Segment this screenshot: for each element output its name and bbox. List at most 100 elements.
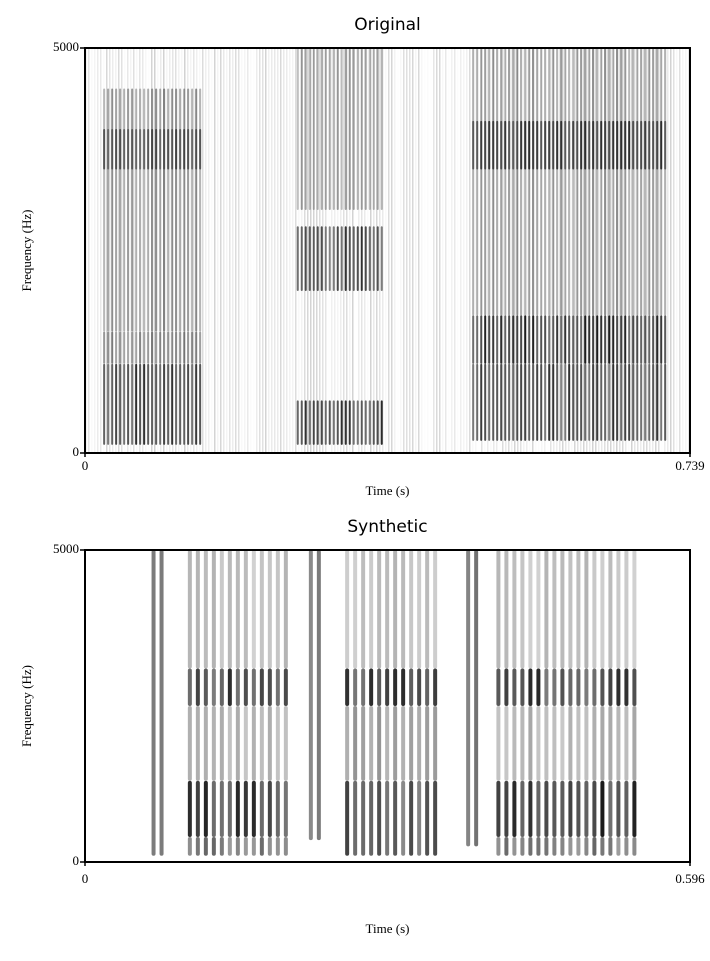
spectrogram-stripe	[235, 668, 240, 706]
spectrogram-stripe	[368, 48, 371, 210]
spectrogram-stripe	[568, 315, 571, 364]
spectrogram-stripe	[163, 129, 166, 170]
spectrogram-stripe	[251, 780, 256, 838]
spectrogram-stripe	[500, 120, 503, 170]
spectrogram-stripe	[568, 363, 571, 441]
spectrogram-stripe	[259, 837, 264, 856]
spectrogram-stripe	[300, 226, 303, 291]
spectrogram-stripe	[227, 550, 232, 669]
spectrogram-stripe	[624, 48, 627, 316]
spectrogram-stripe	[552, 120, 555, 170]
spectrogram-stripe	[377, 706, 382, 781]
noise-stripe	[400, 48, 402, 453]
spectrogram-stripe	[616, 706, 621, 781]
spectrogram-stripe	[139, 129, 142, 170]
spectrogram-stripe	[368, 400, 371, 445]
spectrogram-stripe	[360, 400, 363, 445]
spectrogram-stripe	[267, 837, 272, 856]
spectrogram-stripe	[568, 837, 573, 856]
spectrogram-stripe	[544, 780, 549, 838]
noise-stripe	[658, 48, 660, 453]
spectrogram-stripe	[520, 706, 525, 781]
noise-stripe	[295, 48, 297, 453]
spectrogram-stripe	[227, 668, 232, 706]
spectrogram-stripe	[596, 363, 599, 441]
noise-stripe	[208, 48, 210, 453]
noise-stripe	[244, 48, 246, 453]
spectrogram-stripe	[592, 668, 597, 706]
spectrogram-stripe	[385, 706, 390, 781]
spectrogram-stripe	[640, 48, 643, 316]
spectrogram-stripe	[492, 120, 495, 170]
spectrogram-stripe	[356, 400, 359, 445]
spectrogram-stripe	[648, 48, 651, 316]
spectrogram-stripe	[385, 668, 390, 706]
spectrogram-stripe	[243, 837, 248, 856]
spectrogram-stripe	[385, 550, 390, 669]
spectrogram-stripe	[596, 48, 599, 316]
spectrogram-stripe	[143, 88, 146, 332]
spectrogram-stripe	[508, 48, 511, 316]
spectrogram-stripe	[572, 315, 575, 364]
spectrogram-stripe	[171, 88, 174, 332]
spectrogram-stripe	[425, 550, 430, 669]
spectrogram-stripe	[476, 120, 479, 170]
noise-stripe	[133, 48, 135, 453]
spectrogram-stripe	[203, 550, 208, 669]
spectrogram-stripe	[504, 706, 509, 781]
spectrogram-stripe	[131, 363, 134, 445]
spectrogram-stripe	[393, 550, 398, 669]
noise-stripe	[415, 48, 417, 453]
spectrogram-stripe	[183, 88, 186, 332]
spectrogram-stripe	[640, 315, 643, 364]
spectrogram-stripe	[283, 837, 288, 856]
spectrogram-stripe	[592, 315, 595, 364]
spectrogram-stripe	[243, 668, 248, 706]
spectrogram-stripe	[348, 226, 351, 291]
spectrogram-stripe	[584, 668, 589, 706]
noise-stripe	[229, 48, 231, 453]
noise-stripe	[223, 48, 225, 453]
spectrogram-stripe	[608, 120, 611, 170]
spectrogram-stripe	[628, 120, 631, 170]
spectrogram-stripe	[608, 315, 611, 364]
spectrogram-stripe	[267, 668, 272, 706]
spectrogram-stripe	[480, 363, 483, 441]
spectrogram-stripe	[512, 48, 515, 316]
spectrogram-stripe	[283, 668, 288, 706]
spectrogram-stripe	[251, 837, 256, 856]
spectrogram-stripe	[544, 315, 547, 364]
spectrogram-stripe	[628, 315, 631, 364]
spectrogram-stripe	[376, 48, 379, 210]
spectrogram-stripe	[139, 363, 142, 445]
spectrogram	[151, 550, 637, 856]
spectrogram-stripe	[660, 48, 663, 316]
spectrogram-stripe	[648, 315, 651, 364]
spectrogram-stripe	[111, 88, 114, 332]
spectrogram-stripe	[564, 120, 567, 170]
spectrogram-stripe	[324, 48, 327, 210]
noise-stripe	[436, 48, 438, 453]
noise-stripe	[490, 48, 492, 453]
noise-stripe	[247, 48, 249, 453]
noise-stripe	[253, 48, 255, 453]
spectrogram-stripe	[544, 363, 547, 441]
spectrogram-stripe	[195, 780, 200, 838]
spectrogram-stripe	[496, 706, 501, 781]
spectrogram-stripe	[203, 837, 208, 856]
noise-stripe	[463, 48, 465, 453]
spectrogram-stripe	[433, 706, 438, 781]
spectrogram-stripe	[107, 331, 110, 364]
spectrogram-stripe	[548, 363, 551, 441]
spectrogram-stripe	[600, 363, 603, 441]
spectrogram-stripe	[199, 88, 202, 332]
spectrogram-stripe	[179, 363, 182, 445]
spectrogram-stripe	[520, 48, 523, 316]
spectrogram-stripe	[640, 363, 643, 441]
spectrogram-stripe	[600, 668, 605, 706]
spectrogram-stripe	[348, 48, 351, 210]
spectrogram-stripe	[520, 668, 525, 706]
spectrogram-stripe	[328, 400, 331, 445]
noise-stripe	[118, 48, 120, 453]
spectrogram-stripe	[219, 706, 224, 781]
